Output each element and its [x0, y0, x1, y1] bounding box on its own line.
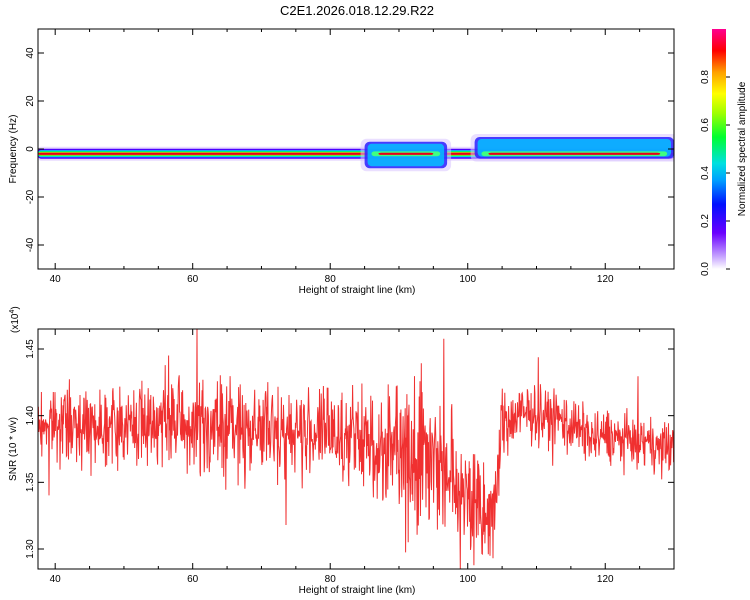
snr-frame: [37, 328, 675, 570]
snr-x-tick-label: 100: [459, 574, 476, 585]
snr-y-tick-label: 1.40: [25, 405, 36, 425]
spectrogram-x-tick-label: 40: [50, 274, 62, 285]
snr-x-tick-label: 120: [597, 574, 614, 585]
colorbar-axis: 0.0 0.2 0.4 0.6 0.8: [700, 70, 730, 276]
snr-x-tick-label: 40: [50, 574, 62, 585]
snr-axes: 40 60 80 100 120 1.45 1.40 1.35 1.30: [25, 329, 675, 585]
colorbar-tick-label: 0.0: [700, 262, 711, 276]
spectrogram-y-tick-label: 0: [25, 146, 36, 152]
snr-y-label: SNR (10 * v/v): [8, 417, 19, 481]
snr-y-tick-label: 1.35: [25, 472, 36, 492]
spectrogram-x-tick-label: 60: [187, 274, 199, 285]
spread-core: [488, 152, 661, 155]
colorbar-tick-label: 0.6: [700, 118, 711, 132]
colorbar-label: Normalized spectral amplitude: [737, 81, 748, 216]
snr-line: [38, 329, 674, 569]
spread-core: [378, 152, 434, 155]
spectrogram-y-tick-label: -40: [25, 237, 36, 252]
spectrogram-axes: 40 60 80 100 120 40 20 0 -20 -40: [25, 29, 675, 285]
spectrogram-y-tick-label: -20: [25, 189, 36, 204]
colorbar-tick-label: 0.4: [700, 166, 711, 180]
spectrogram-x-tick-label: 80: [325, 274, 337, 285]
colorbar-tick-label: 0.8: [700, 70, 711, 84]
spectrogram-x-tick-label: 100: [459, 274, 476, 285]
snr-y-tick-label: 1.45: [25, 339, 36, 359]
spectrogram-x-label: Height of straight line (km): [299, 285, 416, 296]
spectrogram-x-tick-label: 120: [597, 274, 614, 285]
figure-title: C2E1.2026.018.12.29.R22: [280, 3, 434, 18]
snr-y-multiplier: (x104): [9, 306, 21, 333]
snr-y-tick-label: 1.30: [25, 539, 36, 559]
snr-x-tick-label: 60: [187, 574, 199, 585]
spectrogram-y-tick-label: 40: [25, 47, 36, 59]
colorbar-scale: [712, 29, 726, 269]
snr-series: [38, 329, 674, 569]
spectrogram-y-tick-label: 20: [25, 95, 36, 107]
snr-x-tick-label: 80: [325, 574, 337, 585]
snr-x-label: Height of straight line (km): [299, 585, 416, 596]
colorbar-tick-label: 0.2: [700, 214, 711, 228]
spectrogram-band: [38, 134, 674, 172]
spectrogram-y-label: Frequency (Hz): [8, 115, 19, 184]
